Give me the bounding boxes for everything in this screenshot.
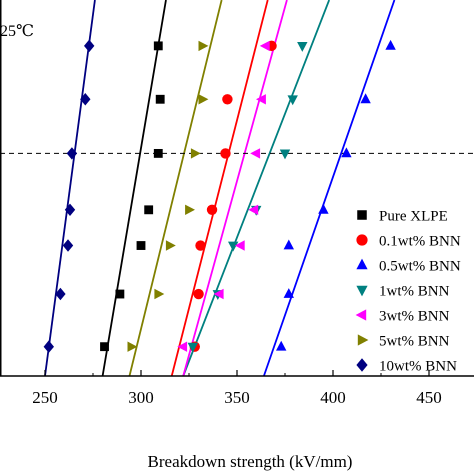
- data-point-1-5: [153, 148, 163, 158]
- data-point-6-3: [165, 240, 176, 251]
- data-point-4-3: [228, 241, 239, 252]
- fit-line-7: [44, 0, 96, 377]
- legend-label-6: 5wt% BNN: [379, 334, 450, 350]
- data-point-5-4: [248, 204, 259, 215]
- legend-marker-6: [357, 334, 369, 346]
- data-point-2-6: [222, 94, 233, 105]
- legend-label-3: 0.5wt% BNN: [379, 259, 461, 275]
- fit-line-1: [101, 0, 167, 377]
- legend: Pure XLPE 0.1wt% BNN 0.5wt% BNN 1wt% BNN 3wt…: [355, 209, 461, 375]
- data-point-4-1: [187, 342, 198, 353]
- data-point-2-2: [193, 288, 204, 300]
- data-point-5-5: [250, 148, 261, 159]
- legend-label-5: 3wt% BNN: [379, 309, 450, 325]
- x-tick-label-2: 300: [128, 388, 154, 407]
- data-point-7-4: [64, 203, 76, 216]
- data-points: [43, 39, 396, 353]
- legend-label-7: 10wt% BNN: [379, 359, 457, 375]
- fit-line-5: [182, 0, 288, 377]
- data-point-1-2: [115, 289, 125, 299]
- data-point-3-7: [385, 39, 396, 50]
- data-point-5-2: [213, 288, 224, 300]
- data-point-6-4: [185, 204, 195, 215]
- legend-label-4: 1wt% BNN: [379, 284, 450, 300]
- x-axis-title: Breakdown strength (kV/mm): [148, 452, 353, 471]
- data-point-5-7: [259, 40, 270, 52]
- x-tick-label-3: 350: [224, 388, 250, 407]
- fit-line-4: [182, 0, 330, 377]
- data-point-6-6: [198, 94, 209, 105]
- legend-marker-7: [356, 358, 368, 372]
- legend-marker-3: [356, 258, 368, 270]
- data-point-1-4: [144, 205, 154, 215]
- data-point-2-5: [220, 148, 231, 159]
- data-point-3-3: [283, 239, 294, 250]
- fit-line-3: [263, 0, 396, 377]
- data-point-6-7: [198, 40, 209, 52]
- x-tick-label-1: 250: [32, 388, 58, 407]
- data-point-7-5: [66, 147, 78, 160]
- data-point-4-6: [287, 95, 298, 106]
- data-point-1-6: [155, 94, 165, 104]
- temperature-annotation: 25℃: [0, 23, 34, 40]
- data-point-3-6: [360, 93, 371, 104]
- data-point-3-5: [341, 147, 352, 158]
- data-point-1-7: [153, 41, 163, 51]
- x-axis-ticks: 250 300 350 400 450: [32, 370, 442, 407]
- legend-marker-1: [357, 210, 367, 220]
- data-point-5-1: [177, 341, 188, 352]
- data-point-4-7: [297, 42, 308, 52]
- data-point-2-3: [195, 240, 206, 251]
- fit-line-2: [170, 0, 269, 377]
- data-point-7-1: [43, 340, 54, 353]
- data-point-3-2: [283, 288, 294, 298]
- data-point-7-6: [80, 93, 91, 106]
- data-point-5-6: [256, 94, 266, 105]
- data-point-1-1: [100, 342, 109, 352]
- legend-marker-4: [356, 285, 368, 297]
- data-point-3-1: [276, 340, 287, 351]
- data-point-7-3: [62, 239, 74, 252]
- data-point-7-7: [84, 39, 95, 53]
- data-point-6-2: [154, 288, 165, 300]
- fit-lines: [44, 0, 396, 377]
- fit-line-6: [128, 0, 223, 377]
- data-point-1-3: [136, 241, 146, 250]
- data-point-5-3: [234, 240, 245, 251]
- data-point-7-2: [55, 287, 66, 301]
- legend-label-2: 0.1wt% BNN: [379, 234, 461, 250]
- legend-marker-5: [355, 309, 367, 321]
- data-point-6-5: [190, 148, 201, 159]
- data-point-4-5: [279, 149, 291, 160]
- x-tick-label-5: 450: [416, 388, 442, 407]
- legend-label-1: Pure XLPE: [379, 209, 448, 225]
- x-tick-label-4: 400: [320, 388, 346, 407]
- data-point-2-4: [206, 204, 218, 216]
- data-point-6-1: [127, 341, 138, 352]
- legend-marker-2: [356, 234, 368, 246]
- data-point-3-4: [318, 203, 329, 214]
